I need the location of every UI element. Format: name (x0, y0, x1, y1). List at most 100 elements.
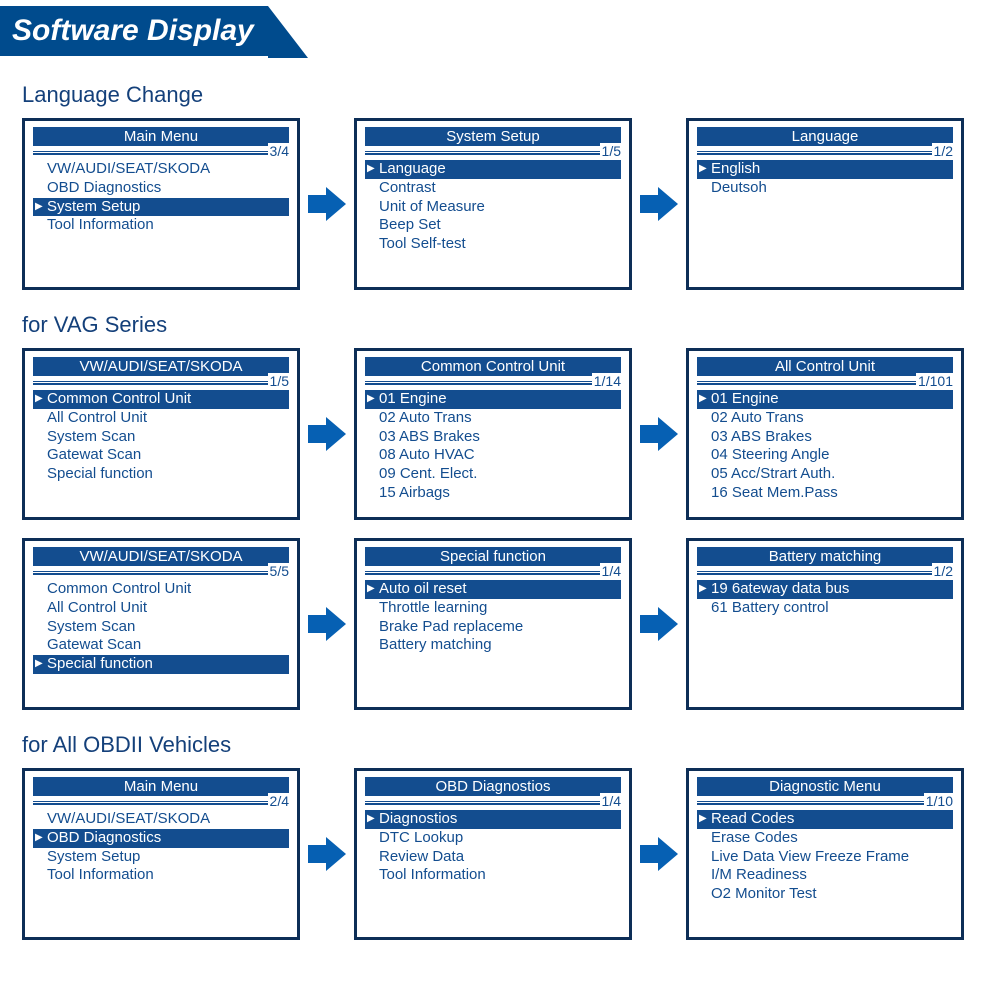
menu-item[interactable]: Common Control Unit (33, 390, 289, 409)
menu-item[interactable]: Battery matching (365, 636, 621, 655)
page-counter: 1/4 (600, 793, 621, 809)
menu-item[interactable]: Gatewat Scan (33, 636, 289, 655)
screen-header: Battery matching (697, 547, 953, 566)
menu-item[interactable]: 02 Auto Trans (365, 409, 621, 428)
page-counter: 2/4 (268, 793, 289, 809)
divider: 2/4 (33, 797, 289, 809)
section-title: for All OBDII Vehicles (22, 732, 1000, 758)
menu-item[interactable]: Common Control Unit (33, 580, 289, 599)
flow-row: Main Menu2/4VW/AUDI/SEAT/SKODAOBD Diagno… (0, 768, 1000, 940)
menu-item[interactable]: 03 ABS Brakes (365, 428, 621, 447)
menu-item[interactable]: 08 Auto HVAC (365, 446, 621, 465)
menu-item[interactable]: Live Data View Freeze Frame (697, 848, 953, 867)
menu-item[interactable]: Special function (33, 465, 289, 484)
screen-header: All Control Unit (697, 357, 953, 376)
menu-item[interactable]: Review Data (365, 848, 621, 867)
device-screen: VW/AUDI/SEAT/SKODA5/5Common Control Unit… (22, 538, 300, 710)
menu-item[interactable]: All Control Unit (33, 599, 289, 618)
menu-item[interactable]: VW/AUDI/SEAT/SKODA (33, 160, 289, 179)
menu-item[interactable]: Diagnostios (365, 810, 621, 829)
menu-item[interactable]: 16 Seat Mem.Pass (697, 484, 953, 503)
page-counter: 1/4 (600, 563, 621, 579)
device-screen: Language1/2EnglishDeutsoh (686, 118, 964, 290)
menu-item[interactable]: System Setup (33, 198, 289, 217)
divider: 3/4 (33, 147, 289, 159)
menu-item[interactable]: 19 6ateway data bus (697, 580, 953, 599)
menu-item[interactable]: Special function (33, 655, 289, 674)
menu-item[interactable]: English (697, 160, 953, 179)
screen-header: Language (697, 127, 953, 146)
menu-item[interactable]: Gatewat Scan (33, 446, 289, 465)
menu-item[interactable]: System Setup (33, 848, 289, 867)
menu-item[interactable]: Contrast (365, 179, 621, 198)
menu-item[interactable]: 61 Battery control (697, 599, 953, 618)
screen-header: Special function (365, 547, 621, 566)
screen-header: System Setup (365, 127, 621, 146)
screen-header: Main Menu (33, 777, 289, 796)
section-title: Language Change (22, 82, 1000, 108)
menu-item[interactable]: DTC Lookup (365, 829, 621, 848)
page-counter: 1/2 (932, 143, 953, 159)
menu-item[interactable]: I/M Readiness (697, 866, 953, 885)
device-screen: System Setup1/5LanguageContrastUnit of M… (354, 118, 632, 290)
banner-title: Software Display (0, 6, 268, 56)
menu-item[interactable]: 09 Cent. Elect. (365, 465, 621, 484)
arrow-right-icon (638, 183, 680, 225)
menu-item[interactable]: 01 Engine (365, 390, 621, 409)
menu-item[interactable]: OBD Diagnostics (33, 829, 289, 848)
divider: 1/5 (33, 377, 289, 389)
menu-item[interactable]: 05 Acc/Strart Auth. (697, 465, 953, 484)
page-counter: 1/10 (924, 793, 953, 809)
menu-item[interactable]: Beep Set (365, 216, 621, 235)
menu-item[interactable]: Tool Information (33, 866, 289, 885)
menu-item[interactable]: Tool Information (33, 216, 289, 235)
divider: 1/2 (697, 567, 953, 579)
menu-item[interactable]: System Scan (33, 428, 289, 447)
flow-row: VW/AUDI/SEAT/SKODA1/5Common Control Unit… (0, 348, 1000, 520)
menu-item[interactable]: 01 Engine (697, 390, 953, 409)
screen-header: VW/AUDI/SEAT/SKODA (33, 357, 289, 376)
menu-item[interactable]: Language (365, 160, 621, 179)
menu-item[interactable]: Tool Information (365, 866, 621, 885)
menu-list: LanguageContrastUnit of MeasureBeep SetT… (365, 160, 621, 254)
page-counter: 1/101 (916, 373, 953, 389)
screen-header: VW/AUDI/SEAT/SKODA (33, 547, 289, 566)
menu-list: Common Control UnitAll Control UnitSyste… (33, 580, 289, 674)
menu-item[interactable]: 15 Airbags (365, 484, 621, 503)
menu-list: 01 Engine02 Auto Trans03 ABS Brakes04 St… (697, 390, 953, 503)
menu-item[interactable]: Read Codes (697, 810, 953, 829)
menu-item[interactable]: System Scan (33, 618, 289, 637)
arrow-right-icon (306, 183, 348, 225)
menu-item[interactable]: 03 ABS Brakes (697, 428, 953, 447)
device-screen: Special function1/4Auto oil resetThrottl… (354, 538, 632, 710)
menu-item[interactable]: VW/AUDI/SEAT/SKODA (33, 810, 289, 829)
menu-item[interactable]: OBD Diagnostics (33, 179, 289, 198)
menu-list: Common Control UnitAll Control UnitSyste… (33, 390, 289, 484)
page-counter: 1/14 (592, 373, 621, 389)
menu-item[interactable]: Auto oil reset (365, 580, 621, 599)
divider: 1/5 (365, 147, 621, 159)
menu-list: VW/AUDI/SEAT/SKODAOBD DiagnosticsSystem … (33, 160, 289, 235)
device-screen: Battery matching1/219 6ateway data bus61… (686, 538, 964, 710)
arrow-right-icon (638, 603, 680, 645)
divider: 1/4 (365, 797, 621, 809)
menu-item[interactable]: 02 Auto Trans (697, 409, 953, 428)
menu-item[interactable]: All Control Unit (33, 409, 289, 428)
menu-item[interactable]: Deutsoh (697, 179, 953, 198)
menu-item[interactable]: O2 Monitor Test (697, 885, 953, 904)
device-screen: Main Menu2/4VW/AUDI/SEAT/SKODAOBD Diagno… (22, 768, 300, 940)
menu-item[interactable]: 04 Steering Angle (697, 446, 953, 465)
menu-list: 19 6ateway data bus61 Battery control (697, 580, 953, 618)
sections-container: Language ChangeMain Menu3/4VW/AUDI/SEAT/… (0, 82, 1000, 940)
menu-item[interactable]: Tool Self-test (365, 235, 621, 254)
flow-row: VW/AUDI/SEAT/SKODA5/5Common Control Unit… (0, 538, 1000, 710)
menu-item[interactable]: Unit of Measure (365, 198, 621, 217)
device-screen: OBD Diagnostios1/4DiagnostiosDTC LookupR… (354, 768, 632, 940)
menu-item[interactable]: Throttle learning (365, 599, 621, 618)
menu-list: EnglishDeutsoh (697, 160, 953, 198)
divider: 1/2 (697, 147, 953, 159)
arrow-right-icon (306, 603, 348, 645)
menu-item[interactable]: Brake Pad replaceme (365, 618, 621, 637)
menu-item[interactable]: Erase Codes (697, 829, 953, 848)
page-counter: 3/4 (268, 143, 289, 159)
